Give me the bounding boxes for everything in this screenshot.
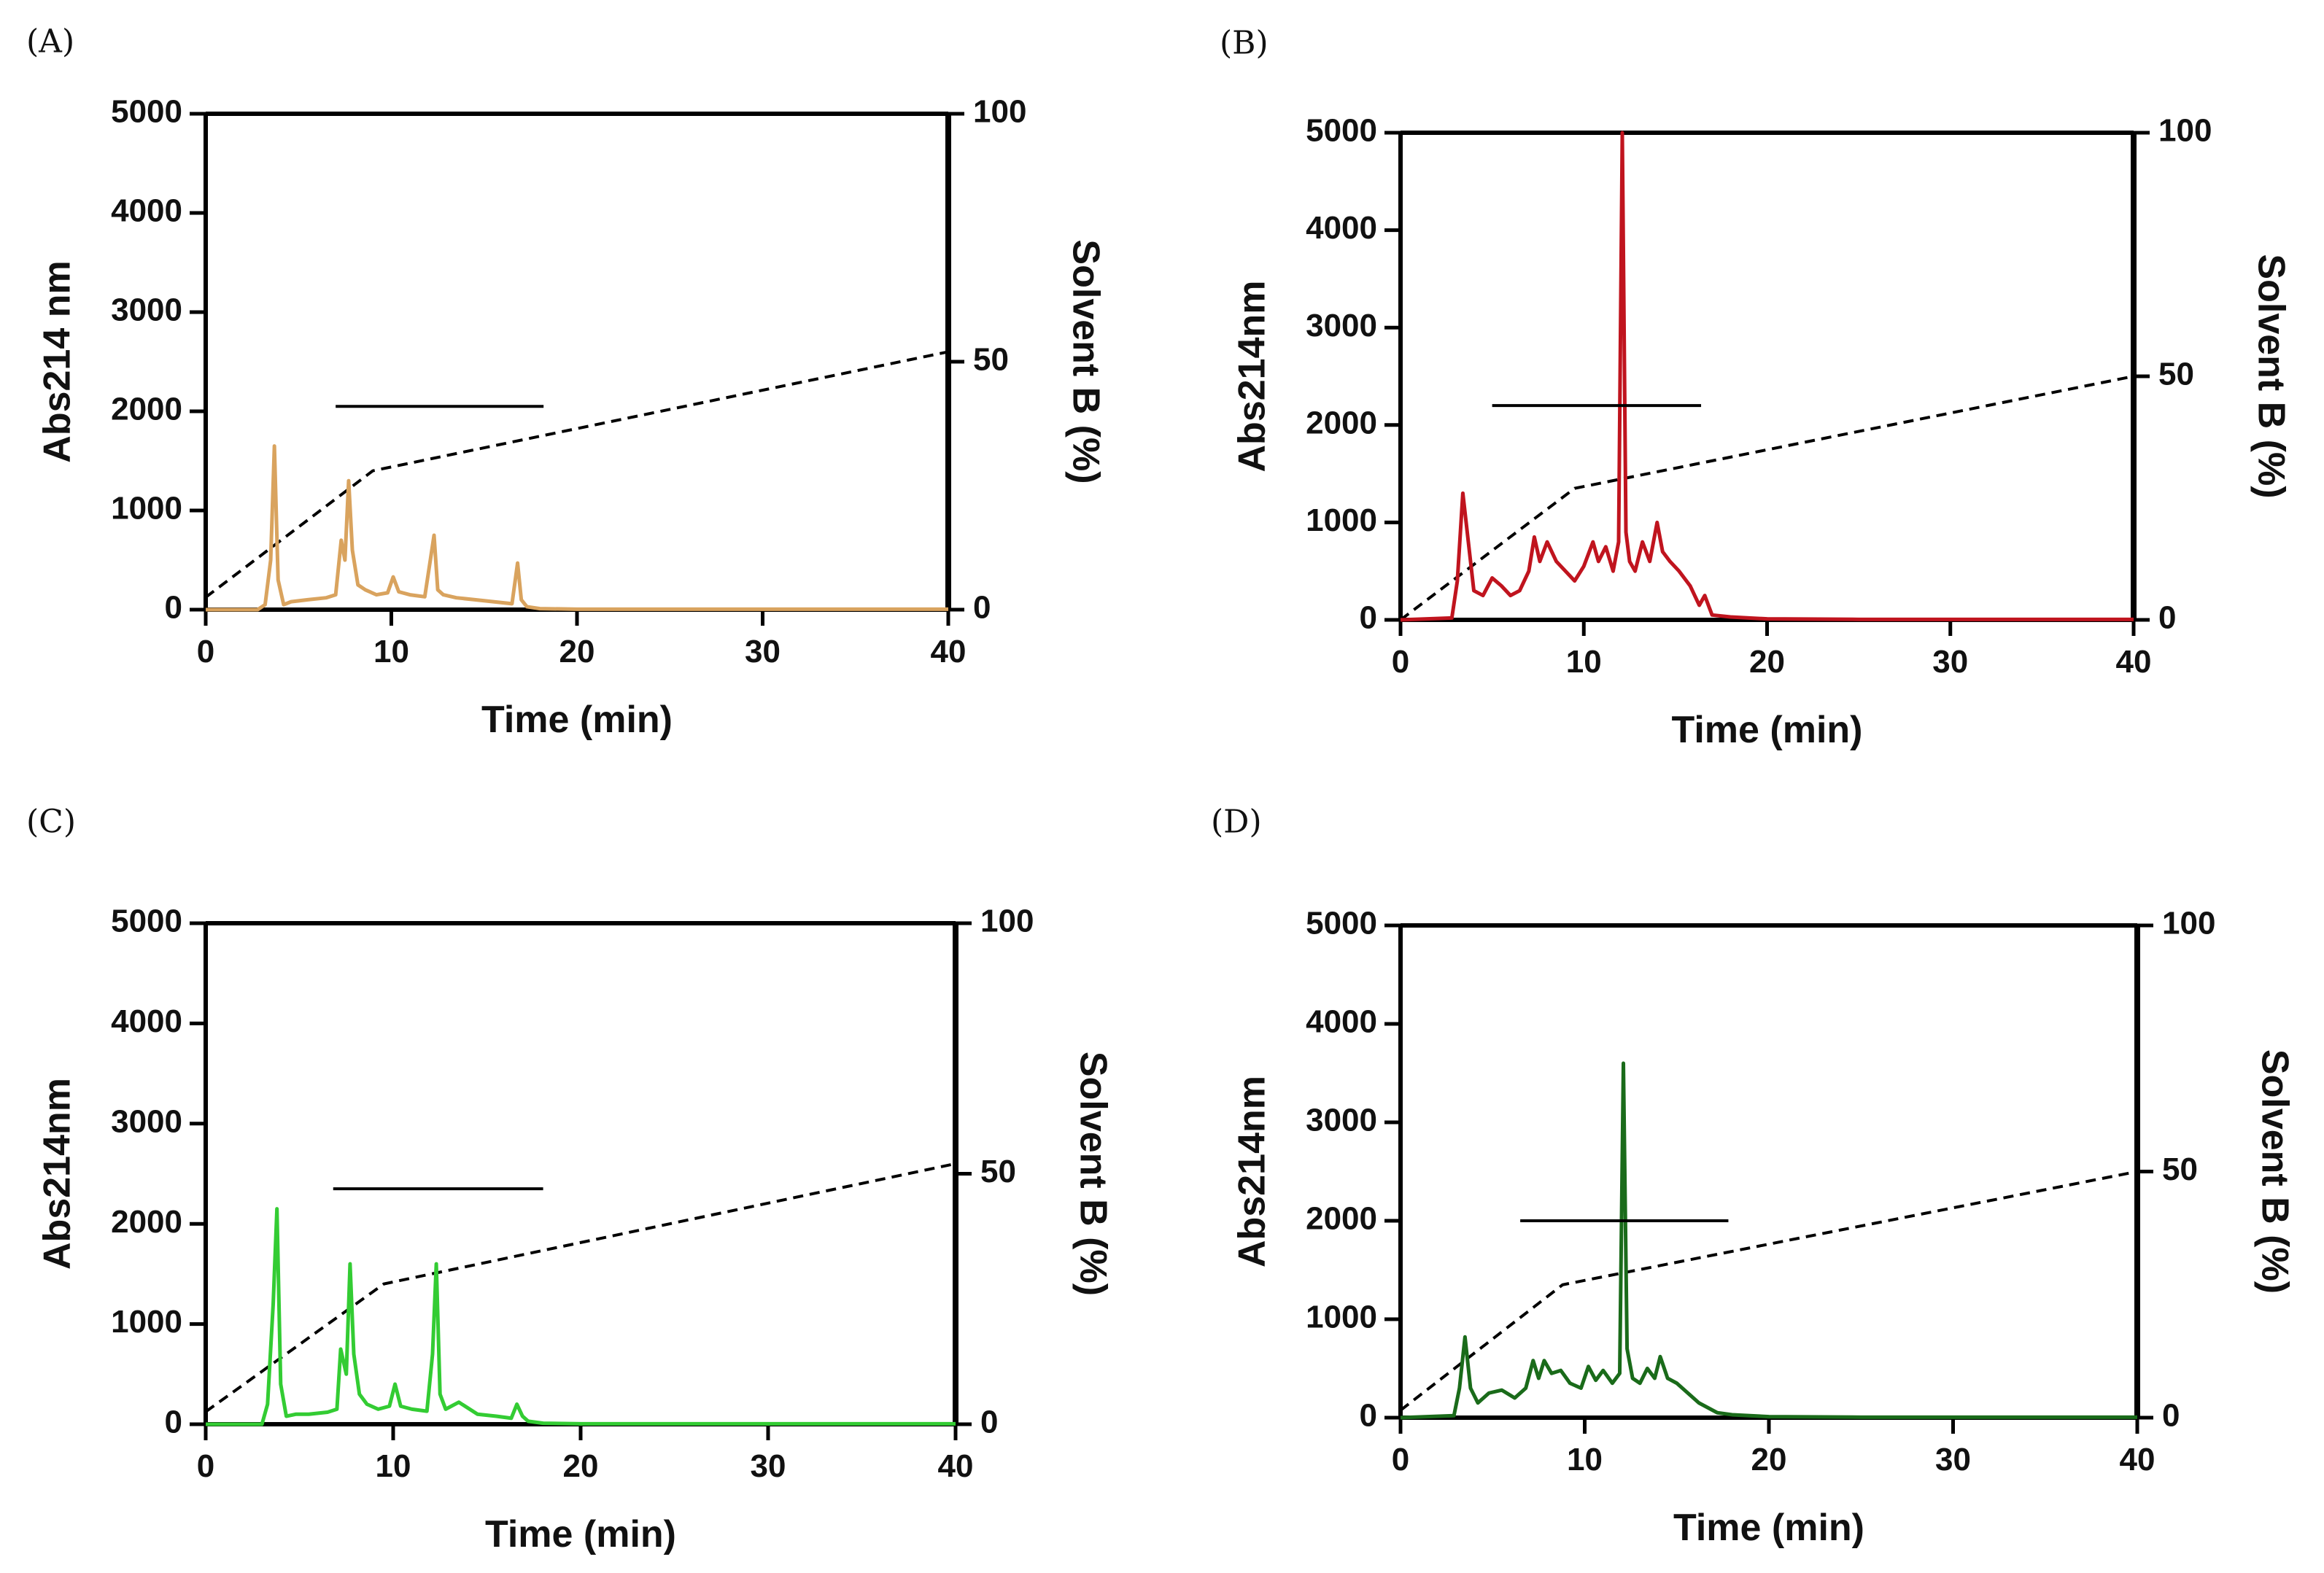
y2-tick-label: 0 <box>2162 1398 2180 1434</box>
y-tick-label: 1000 <box>111 491 182 527</box>
solvent-gradient-line <box>204 1162 956 1413</box>
x-tick-label: 0 <box>1392 1442 1409 1477</box>
x-tick-label: 10 <box>1566 644 1602 680</box>
x-tick-label: 30 <box>1935 1442 1971 1477</box>
y-tick-label: 0 <box>165 590 182 626</box>
y2-tick-label: 100 <box>2162 906 2215 941</box>
x-tick-label: 0 <box>197 634 214 669</box>
y2-tick-label: 50 <box>2158 357 2194 392</box>
solvent-gradient-line <box>204 350 949 599</box>
y2-axis-title: Solvent B (%) <box>2250 254 2292 498</box>
y-tick-label: 5000 <box>111 904 182 939</box>
x-tick-label: 40 <box>2120 1442 2155 1477</box>
y2-tick-label: 100 <box>2158 113 2212 149</box>
x-tick-label: 20 <box>1751 1442 1787 1477</box>
y-tick-label: 1000 <box>1306 502 1377 538</box>
x-tick-label: 30 <box>751 1448 786 1484</box>
x-tick-label: 10 <box>1567 1442 1603 1477</box>
y2-tick-label: 50 <box>2162 1151 2198 1187</box>
y-tick-label: 2000 <box>111 1204 182 1240</box>
solvent-gradient-line <box>1399 375 2134 621</box>
chromatogram-line <box>206 444 948 612</box>
x-axis-title: Time (min) <box>1672 709 1863 751</box>
chromatogram-line <box>206 1207 956 1426</box>
y-tick-label: 5000 <box>1306 906 1377 941</box>
y-tick-label: 5000 <box>1306 113 1377 149</box>
y-tick-label: 5000 <box>111 94 182 130</box>
x-tick-label: 20 <box>1749 644 1785 680</box>
solvent-gradient-line <box>1399 1170 2138 1412</box>
panel-label: (A) <box>26 23 74 61</box>
y2-tick-label: 0 <box>980 1405 998 1440</box>
y2-tick-label: 100 <box>973 94 1026 130</box>
y-axis-title: Abs214 nm <box>36 260 79 462</box>
chromatogram-line <box>1400 1061 2137 1420</box>
panel-label: (D) <box>1211 804 1262 841</box>
y-axis-title: Abs214nm <box>1231 281 1274 473</box>
y-tick-label: 4000 <box>111 1003 182 1039</box>
y-tick-label: 3000 <box>111 292 182 328</box>
y-tick-label: 4000 <box>1306 210 1377 246</box>
y2-tick-label: 50 <box>973 342 1009 378</box>
y-tick-label: 1000 <box>111 1304 182 1340</box>
y-tick-label: 0 <box>1360 600 1377 636</box>
y-tick-label: 4000 <box>1306 1004 1377 1040</box>
y-tick-label: 2000 <box>1306 405 1377 440</box>
y-tick-label: 0 <box>1360 1398 1377 1434</box>
x-tick-label: 0 <box>1392 644 1409 680</box>
y-tick-label: 4000 <box>111 193 182 229</box>
y-tick-label: 2000 <box>1306 1201 1377 1237</box>
x-tick-label: 20 <box>559 634 595 669</box>
y2-tick-label: 0 <box>973 590 991 626</box>
y-tick-label: 0 <box>165 1405 182 1440</box>
x-axis-title: Time (min) <box>1673 1507 1864 1549</box>
y2-tick-label: 100 <box>980 904 1034 939</box>
x-tick-label: 20 <box>563 1448 599 1484</box>
y-tick-label: 1000 <box>1306 1300 1377 1335</box>
y-axis-title: Abs214nm <box>1231 1076 1274 1267</box>
x-tick-label: 10 <box>376 1448 411 1484</box>
x-tick-label: 40 <box>938 1448 974 1484</box>
y2-axis-title: Solvent B (%) <box>2253 1049 2296 1294</box>
x-tick-label: 40 <box>931 634 967 669</box>
x-tick-label: 30 <box>1932 644 1968 680</box>
y2-tick-label: 0 <box>2158 600 2176 636</box>
x-axis-title: Time (min) <box>485 1513 676 1555</box>
y-tick-label: 3000 <box>1306 1103 1377 1138</box>
x-axis-title: Time (min) <box>481 699 673 741</box>
y-tick-label: 3000 <box>1306 308 1377 343</box>
y-axis-title: Abs214nm <box>36 1078 79 1270</box>
x-tick-label: 40 <box>2116 644 2152 680</box>
chromatogram-line <box>1400 131 2134 622</box>
x-tick-label: 0 <box>197 1448 214 1484</box>
panel-label: (C) <box>26 804 76 841</box>
y-tick-label: 3000 <box>111 1103 182 1139</box>
x-tick-label: 10 <box>373 634 409 669</box>
y-tick-label: 2000 <box>111 392 182 427</box>
y2-tick-label: 50 <box>980 1154 1016 1189</box>
x-tick-label: 30 <box>745 634 781 669</box>
panel-label: (B) <box>1220 25 1268 62</box>
y2-axis-title: Solvent B (%) <box>1072 1052 1114 1296</box>
y2-axis-title: Solvent B (%) <box>1064 239 1107 483</box>
